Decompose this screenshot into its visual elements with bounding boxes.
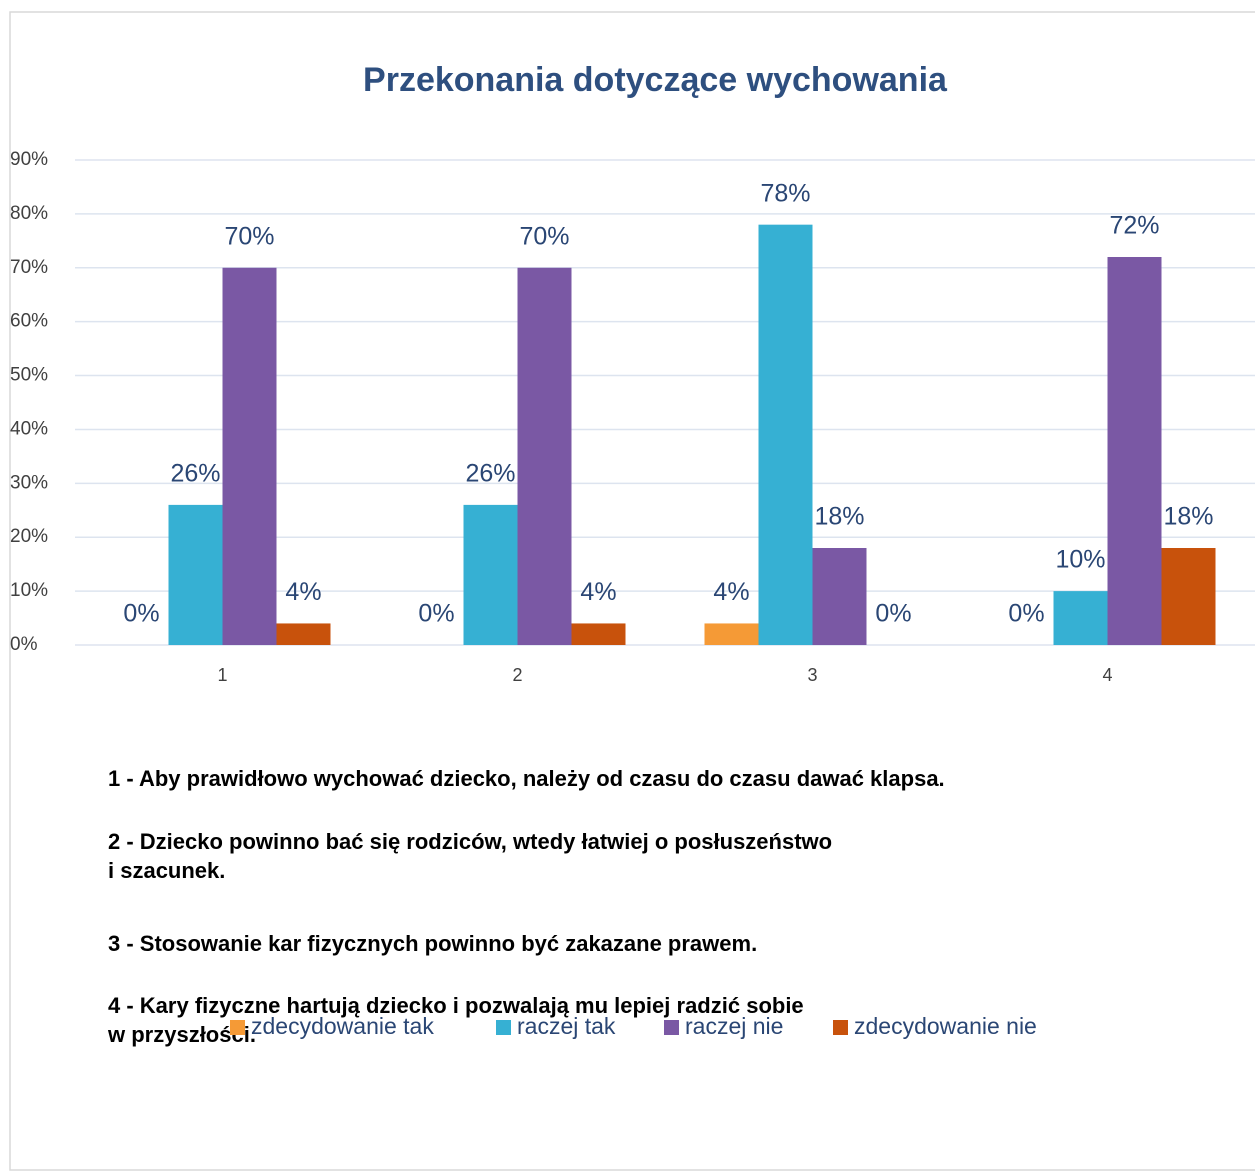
- legend-swatch: [496, 1020, 511, 1035]
- chart-title: Przekonania dotyczące wychowania: [363, 61, 948, 99]
- y-tick-label: 70%: [10, 257, 48, 278]
- y-tick-label: 30%: [10, 472, 48, 493]
- legend-label: raczej nie: [685, 1013, 783, 1039]
- value-label: 4%: [580, 578, 616, 606]
- bar: [812, 548, 867, 645]
- value-label: 18%: [814, 503, 864, 531]
- bar: [463, 504, 518, 645]
- bar: [1161, 548, 1216, 645]
- x-tick-label: 4: [1102, 665, 1112, 685]
- bar: [704, 623, 759, 645]
- bar: [168, 504, 223, 645]
- y-tick-label: 80%: [10, 203, 48, 224]
- y-tick-label: 20%: [10, 526, 48, 547]
- note: 2 - Dziecko powinno bać się rodziców, wt…: [108, 829, 832, 854]
- legend-label: raczej tak: [517, 1013, 616, 1039]
- value-label: 10%: [1055, 546, 1105, 574]
- y-tick-label: 90%: [10, 149, 48, 170]
- value-label: 18%: [1163, 503, 1213, 531]
- legend-swatch: [664, 1020, 679, 1035]
- x-tick-label: 1: [217, 665, 227, 685]
- note: 3 - Stosowanie kar fizycznych powinno by…: [108, 931, 757, 956]
- y-tick-label: 60%: [10, 311, 48, 332]
- value-label: 26%: [170, 459, 220, 487]
- value-label: 70%: [519, 222, 569, 250]
- value-label: 70%: [224, 222, 274, 250]
- bar: [571, 623, 626, 645]
- x-tick-label: 2: [512, 665, 522, 685]
- value-label: 0%: [418, 600, 454, 628]
- bar: [1107, 257, 1162, 645]
- bar: [222, 267, 277, 645]
- legend-swatch: [833, 1020, 848, 1035]
- value-label: 4%: [285, 578, 321, 606]
- note: i szacunek.: [108, 858, 225, 883]
- bar: [276, 623, 331, 645]
- y-tick-label: 50%: [10, 365, 48, 386]
- y-tick-label: 40%: [10, 418, 48, 439]
- value-label: 72%: [1109, 212, 1159, 240]
- y-tick-label: 10%: [10, 580, 48, 601]
- y-tick-label: 0%: [10, 634, 38, 655]
- value-label: 0%: [875, 600, 911, 628]
- note: 4 - Kary fizyczne hartują dziecko i pozw…: [108, 993, 804, 1018]
- value-label: 78%: [760, 179, 810, 207]
- bar: [517, 267, 572, 645]
- value-label: 0%: [123, 600, 159, 628]
- bar: [1053, 591, 1108, 645]
- chart-frame: [9, 11, 1255, 1171]
- note: 1 - Aby prawidłowo wychować dziecko, nal…: [108, 766, 945, 791]
- legend-label: zdecydowanie tak: [251, 1013, 434, 1039]
- bar: [758, 224, 813, 645]
- value-label: 0%: [1008, 600, 1044, 628]
- value-label: 26%: [465, 459, 515, 487]
- legend-label: zdecydowanie nie: [854, 1013, 1037, 1039]
- x-tick-label: 3: [807, 665, 817, 685]
- legend-swatch: [230, 1020, 245, 1035]
- value-label: 4%: [713, 578, 749, 606]
